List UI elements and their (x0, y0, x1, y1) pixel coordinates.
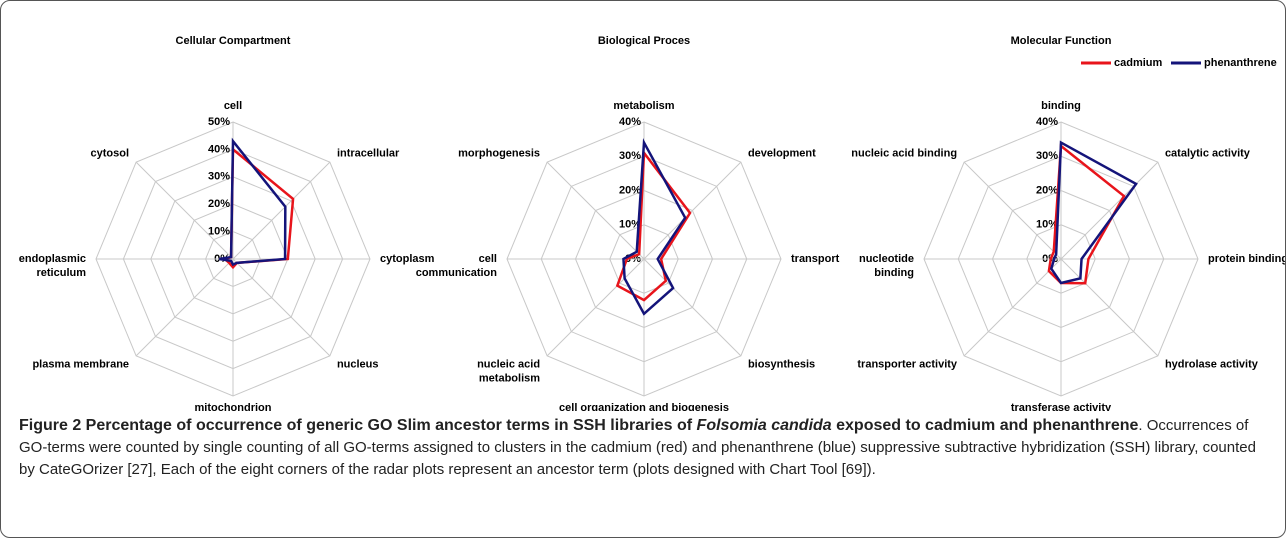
category-label-line: metabolism (479, 372, 540, 384)
y-tick-label: 30% (619, 150, 641, 162)
chart-title: Biological Proces (598, 35, 690, 47)
category-label-line: transport (791, 253, 840, 265)
category-label: nucleic acid binding (851, 148, 957, 160)
series-line (1049, 140, 1138, 285)
category-label: morphogenesis (458, 148, 540, 160)
category-label: metabolism (613, 100, 674, 112)
category-label: transferase activity (1011, 402, 1112, 411)
y-tick-label: 10% (208, 226, 230, 238)
category-label: cell organization and biogenesis (559, 402, 729, 411)
y-tick-label: 10% (1036, 219, 1058, 231)
category-label-line: cell (479, 253, 497, 265)
caption-bold: Figure 2 Percentage of occurrence of gen… (19, 417, 697, 434)
category-label: biosynthesis (748, 358, 815, 370)
category-label-line: transferase activity (1011, 402, 1112, 411)
series-line (622, 138, 687, 316)
category-label: endoplasmic reticulum (19, 253, 86, 279)
category-label-line: intracellular (337, 148, 400, 160)
category-label: transporter activity (857, 358, 958, 370)
category-label: cytosol (91, 148, 130, 160)
caption: Figure 2 Percentage of occurrence of gen… (19, 415, 1271, 481)
y-tick-label: 20% (619, 184, 641, 196)
category-label: nucleus (337, 358, 379, 370)
axis-line (232, 161, 331, 260)
category-label: transport (791, 253, 840, 265)
category-label-line: cytosol (91, 148, 130, 160)
y-tick-label: 20% (208, 198, 230, 210)
category-label-line: binding (874, 267, 914, 279)
category-label: cytoplasm (380, 253, 435, 265)
category-label: catalytic activity (1165, 148, 1251, 160)
axis-line (546, 258, 645, 357)
series-line (219, 137, 287, 267)
category-label: development (748, 148, 816, 160)
category-label: mitochondrion (195, 402, 272, 411)
series-line (615, 149, 692, 302)
category-label: cell (224, 100, 242, 112)
category-label-line: nucleotide (859, 253, 914, 265)
category-label-line: plasma membrane (32, 358, 129, 370)
caption-italic: Folsomia candida (696, 417, 832, 434)
axis-line (1060, 161, 1159, 260)
category-label: nucleic acid metabolism (477, 358, 540, 384)
y-tick-label: 10% (619, 219, 641, 231)
y-tick-label: 40% (619, 116, 641, 128)
category-label: cell communication (416, 253, 498, 279)
category-label-line: nucleus (337, 358, 379, 370)
category-label-line: biosynthesis (748, 358, 815, 370)
category-label: nucleotide binding (859, 253, 914, 279)
category-label-line: nucleic acid (477, 358, 540, 370)
category-label: plasma membrane (32, 358, 129, 370)
category-label-line: transporter activity (857, 358, 958, 370)
y-tick-label: 30% (1036, 150, 1058, 162)
axis-line (232, 258, 331, 357)
category-label-line: protein binding (1208, 253, 1285, 265)
y-tick-label: 40% (1036, 116, 1058, 128)
category-label-line: cell (224, 100, 242, 112)
charts: Cellular Compartment0%10%20%30%40%50%cel… (19, 35, 1285, 411)
category-label-line: nucleic acid binding (851, 148, 957, 160)
category-label-line: reticulum (36, 267, 86, 279)
category-label: intracellular (337, 148, 400, 160)
axis-line (963, 161, 1062, 260)
axis-line (963, 258, 1062, 357)
caption-text: . Occurrences of GO-terms were counted b… (19, 417, 1256, 478)
category-label: hydrolase activity (1165, 358, 1259, 370)
category-label-line: development (748, 148, 816, 160)
series-line (222, 146, 295, 270)
chart-title: Cellular Compartment (176, 35, 291, 47)
legend-label: phenanthrene (1204, 57, 1277, 69)
category-label-line: endoplasmic (19, 253, 86, 265)
category-label-line: morphogenesis (458, 148, 540, 160)
category-label-line: cell organization and biogenesis (559, 402, 729, 411)
y-tick-label: 50% (208, 116, 230, 128)
axis-line (135, 161, 234, 260)
axis-line (546, 161, 645, 260)
axis-line (135, 258, 234, 357)
axis-line (643, 161, 742, 260)
category-label-line: cytoplasm (380, 253, 435, 265)
y-tick-label: 20% (1036, 184, 1058, 196)
y-tick-label: 30% (208, 171, 230, 183)
axis-line (643, 258, 742, 357)
chart-title: Molecular Function (1011, 35, 1112, 47)
category-label-line: binding (1041, 100, 1081, 112)
category-label-line: catalytic activity (1165, 148, 1251, 160)
category-label: binding (1041, 100, 1081, 112)
y-tick-label: 40% (208, 143, 230, 155)
category-label-line: metabolism (613, 100, 674, 112)
caption-bold: exposed to cadmium and phenanthrene (831, 417, 1139, 434)
category-label-line: mitochondrion (195, 402, 272, 411)
legend-label: cadmium (1114, 57, 1163, 69)
category-label: protein binding (1208, 253, 1285, 265)
axis-line (1060, 258, 1159, 357)
category-label-line: hydrolase activity (1165, 358, 1259, 370)
category-label-line: communication (416, 267, 498, 279)
